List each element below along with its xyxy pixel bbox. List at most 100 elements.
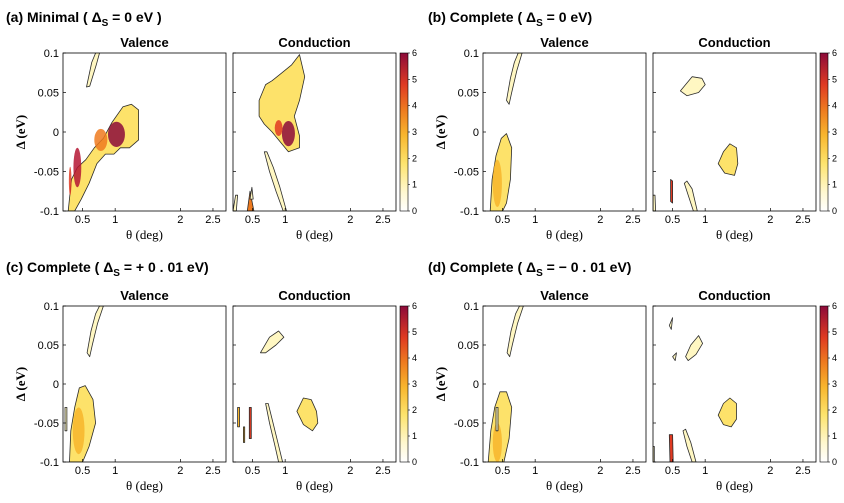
delta-symbol: Δ [92,9,102,25]
colorbar-tick-label: 0 [832,206,837,216]
regions [233,54,306,211]
heat-region [296,397,319,432]
plot-area [233,53,396,211]
x-axis-label: θ (deg) [126,478,163,493]
x-tick-label: 0.5 [665,465,680,477]
heat-hotspot [73,147,82,188]
heat-hotspot [68,166,72,196]
x-tick-label: 2 [347,465,353,477]
heat-region [86,53,100,88]
heat-region [86,306,104,358]
y-tick-label: 0.1 [44,301,59,313]
x-tick-label: 2.5 [205,465,220,477]
y-axis-label: Δ (eV) [13,115,28,150]
colorbar-tick-label: 4 [412,101,417,111]
panel-d: (d) Complete ( ΔS = − 0 . 01 eV) Valence 0… [428,259,837,493]
colorbar-tick-label: 2 [412,405,417,415]
delta-subscript: S [102,18,109,29]
x-tick-label: 0.5 [495,214,510,226]
subplot-title: Valence [120,35,168,50]
delta-subscript: S [536,18,543,29]
heat-region [265,403,284,462]
subplot-title: Conduction [698,35,770,50]
colorbar: 0 1 2 3 4 5 6 [819,48,837,216]
y-tick-label: 0.05 [458,340,479,352]
x-tick-label: 2.5 [625,214,640,226]
regions [653,76,739,211]
heat-region [682,428,697,462]
heat-region [670,178,673,204]
x-tick-label: 1 [282,465,288,477]
y-tick-label: 0.05 [38,88,59,100]
y-tick-label: 0.05 [458,88,479,100]
x-tick-label: 2.5 [795,465,810,477]
x-tick-label: 2.5 [795,214,810,226]
subplot-title: Conduction [278,288,350,303]
heat-region [506,306,524,358]
panel-c: (c) Complete ( ΔS = + 0 . 01 eV) Valence 0… [6,259,417,493]
panel-b: (b) Complete ( ΔS = 0 eV) Valence 0.5 1 2 2.5… [428,9,837,242]
plot-area [653,306,816,462]
y-tick-label: 0.1 [464,48,479,60]
colorbar-tick-label: 6 [832,301,837,311]
heat-hotspot [107,121,125,148]
heat-region [249,186,254,200]
x-tick-label: 1 [702,465,708,477]
colorbar-tick-label: 3 [412,127,417,137]
panel-title-prefix: (a) Minimal ( [6,9,92,25]
colorbar-tick-label: 1 [412,180,417,190]
subplot-title: Conduction [698,288,770,303]
y-tick-label: -0.05 [454,167,479,179]
heat-region [668,317,673,330]
colorbar-tick-label: 1 [412,431,417,441]
x-tick-label: 0.5 [495,465,510,477]
panel-title-suffix: = − 0 . 01 eV) [543,259,632,275]
y-axis-label: Δ (eV) [433,367,448,402]
colorbar-tick-label: 4 [412,353,417,363]
colorbar-tick-label: 6 [412,301,417,311]
heat-region [717,397,737,428]
colorbar-gradient [399,305,409,463]
heat-region [248,406,252,440]
panel-title: (b) Complete ( ΔS = 0 eV) [428,9,592,29]
panel-title-prefix: (c) Complete ( [6,259,103,275]
subplot-valence: Valence 0.5 1 2 2.5 θ (deg) 0.1 0.05 0 -0.05 -0.1 Δ… [13,288,227,493]
y-tick-label: -0.05 [34,167,59,179]
panel-title: (d) Complete ( ΔS = − 0 . 01 eV) [428,259,631,279]
colorbar-gradient [399,52,409,212]
heat-hotspot [492,423,502,462]
heat-hotspot [72,407,85,455]
x-tick-label: 2 [597,214,603,226]
delta-symbol: Δ [526,259,536,275]
heat-region [683,180,698,211]
colorbar-tick-label: 5 [832,74,837,84]
colorbar-tick-label: 2 [832,405,837,415]
y-tick-label: -0.1 [460,457,479,469]
colorbar-tick-label: 3 [832,127,837,137]
y-tick-label: 0.1 [44,48,59,60]
y-tick-label: -0.1 [460,206,479,218]
x-tick-label: 1 [532,465,538,477]
subplot-conduction: Conduction 0.5 1 2 2.5 θ (deg) [652,288,817,493]
heat-region [506,53,523,105]
panel-title-suffix: = 0 eV ) [108,9,161,25]
y-tick-label: 0 [473,127,479,139]
x-tick-label: 2.5 [375,214,390,226]
heat-region [653,194,656,211]
delta-symbol: Δ [526,9,536,25]
colorbar: 0 1 2 3 4 5 6 [399,301,417,467]
panel-title-suffix: = 0 eV) [543,9,592,25]
colorbar-tick-label: 4 [832,353,837,363]
x-tick-label: 1 [112,214,118,226]
colorbar-tick-label: 4 [832,101,837,111]
colorbar-tick-label: 5 [832,327,837,337]
colorbar-tick-label: 0 [832,457,837,467]
colorbar-tick-label: 5 [412,74,417,84]
x-tick-label: 2 [177,214,183,226]
x-tick-label: 2 [767,465,773,477]
x-axis-label: θ (deg) [126,227,163,242]
heat-region [263,151,287,211]
plot-area [653,53,816,211]
